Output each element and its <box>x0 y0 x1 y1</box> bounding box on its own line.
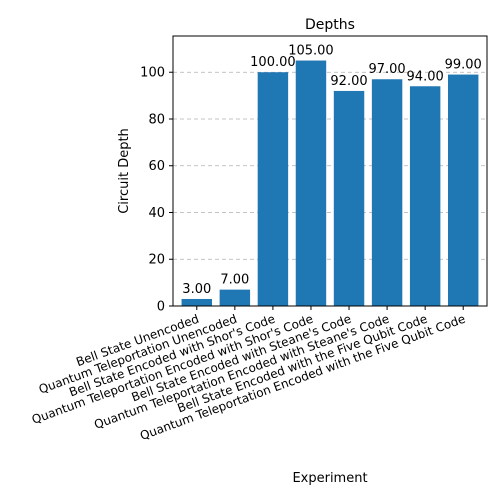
y-tick-label: 80 <box>148 112 165 127</box>
bar <box>296 61 326 306</box>
bar-value-label: 99.00 <box>445 58 482 73</box>
y-tick-label: 20 <box>148 253 165 268</box>
bar-value-label: 3.00 <box>182 282 211 297</box>
bars <box>182 61 479 306</box>
y-axis-label: Circuit Depth <box>117 128 132 214</box>
bar <box>220 290 250 306</box>
bar-value-label: 94.00 <box>407 69 444 84</box>
y-tick-label: 0 <box>157 300 165 315</box>
bar <box>410 86 440 306</box>
bar <box>182 299 212 306</box>
y-tick-label: 60 <box>148 159 165 174</box>
bar <box>448 75 478 306</box>
bar <box>372 79 402 306</box>
x-axis-ticks: Bell State UnencodedQuantum Teleportatio… <box>30 306 467 443</box>
y-tick-label: 100 <box>140 66 165 81</box>
bar-value-label: 7.00 <box>220 273 249 288</box>
bar <box>334 91 364 306</box>
y-axis-ticks: 0 20 40 60 80 100 <box>140 66 173 315</box>
chart-title: Depths <box>305 17 355 33</box>
bar <box>258 72 288 306</box>
y-tick-label: 40 <box>148 206 165 221</box>
bar-value-label: 105.00 <box>288 44 334 59</box>
bar-value-label: 97.00 <box>368 62 405 77</box>
bar-value-label: 92.00 <box>330 74 367 89</box>
x-axis-label: Experiment <box>292 471 367 486</box>
